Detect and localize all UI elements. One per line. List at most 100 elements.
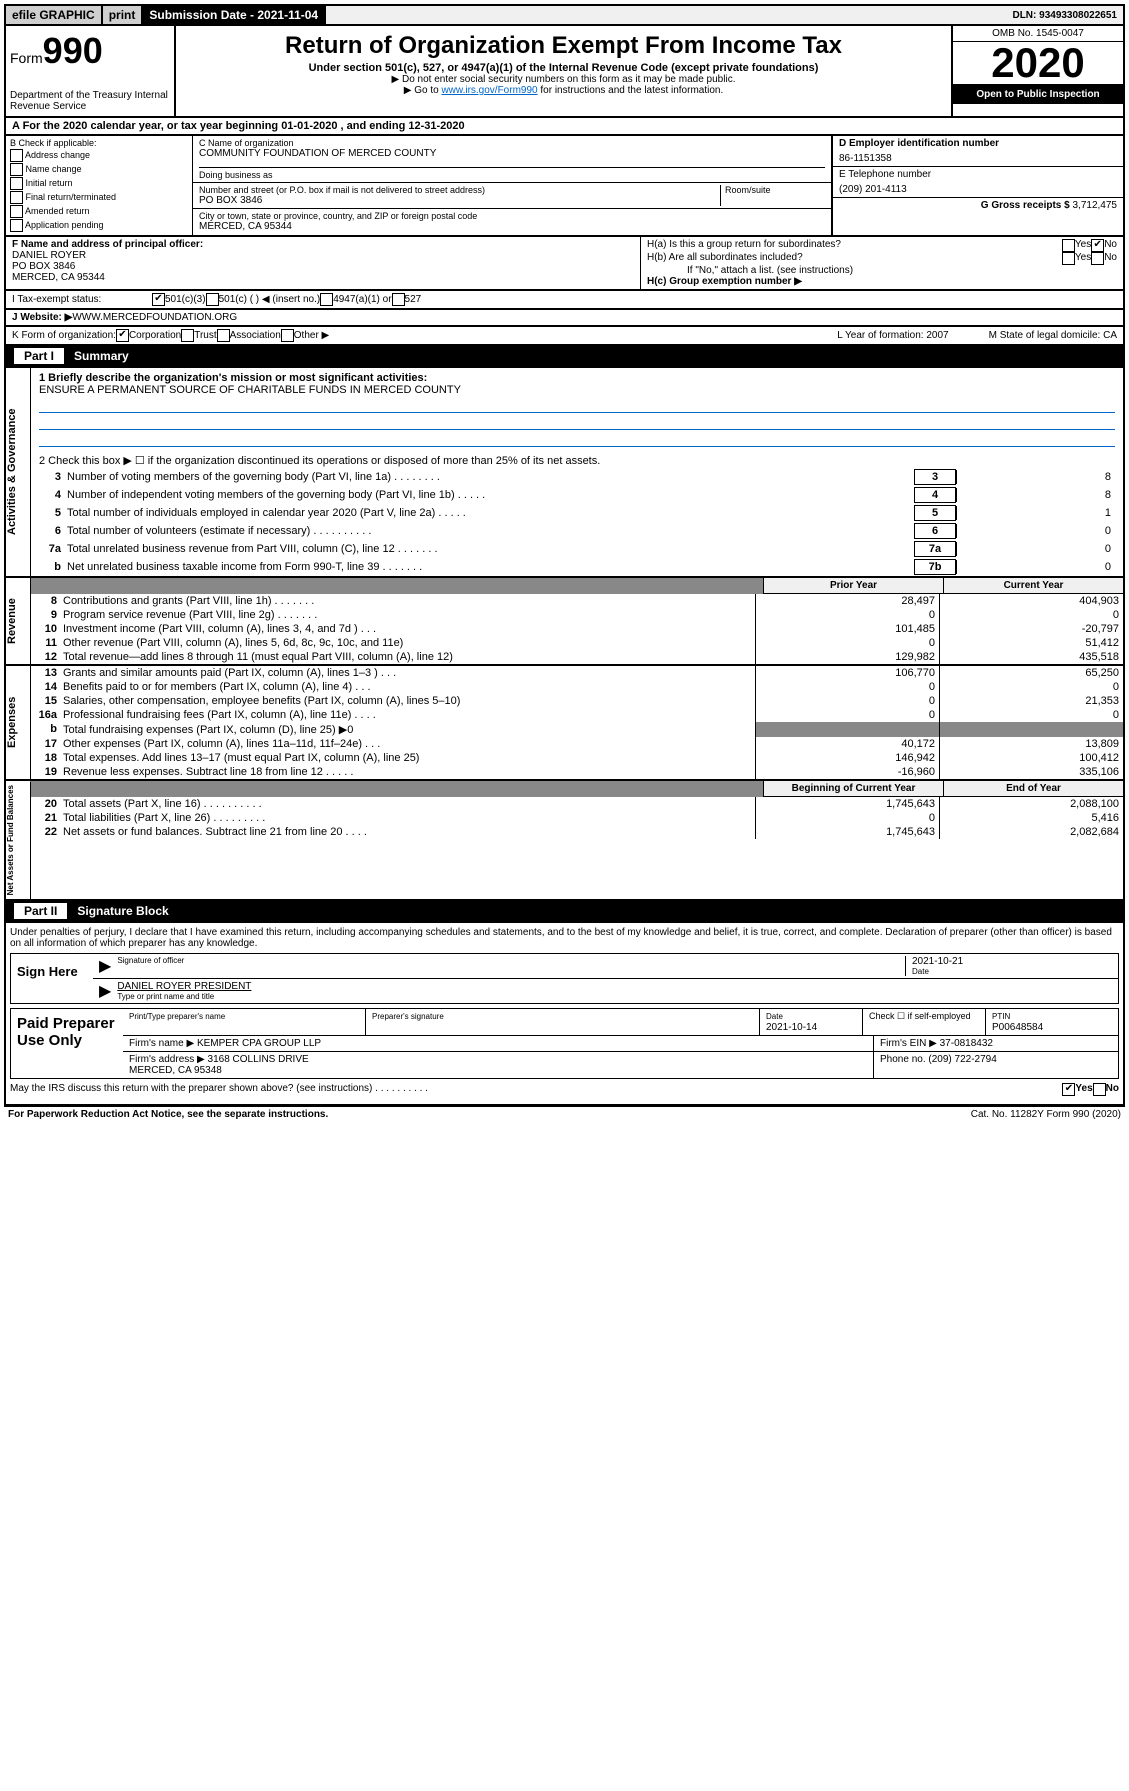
mission-text: ENSURE A PERMANENT SOURCE OF CHARITABLE …	[39, 384, 461, 396]
i-501c3-check[interactable]	[152, 293, 165, 306]
row-a-tax-year: A For the 2020 calendar year, or tax yea…	[4, 118, 1125, 136]
sig-date: 2021-10-21	[912, 956, 1112, 967]
firm-name: KEMPER CPA GROUP LLP	[197, 1038, 321, 1049]
checkbox-option[interactable]: Initial return	[10, 177, 188, 190]
form-prefix: Form	[10, 50, 43, 66]
checkbox-option[interactable]: Final return/terminated	[10, 191, 188, 204]
sub3-post: for instructions and the latest informat…	[538, 85, 724, 96]
table-row: 14Benefits paid to or for members (Part …	[31, 680, 1123, 694]
discuss-yes-check[interactable]	[1062, 1083, 1075, 1096]
k-corp-check[interactable]	[116, 329, 129, 342]
table-row: 16aProfessional fundraising fees (Part I…	[31, 708, 1123, 722]
col-b-label: B Check if applicable:	[10, 138, 188, 148]
paid-preparer-block: Paid Preparer Use Only Print/Type prepar…	[10, 1008, 1119, 1079]
c-org-label: C Name of organization	[199, 138, 825, 148]
table-row: 21Total liabilities (Part X, line 26) . …	[31, 811, 1123, 825]
city-value: MERCED, CA 95344	[199, 221, 825, 232]
header-left: Form990 Department of the Treasury Inter…	[6, 26, 176, 116]
prep-name-label: Print/Type preparer's name	[129, 1012, 225, 1021]
firm-ein: 37-0818432	[940, 1038, 993, 1049]
table-row: bTotal fundraising expenses (Part IX, co…	[31, 722, 1123, 737]
firm-ein-label: Firm's EIN ▶	[880, 1038, 937, 1049]
firm-addr-label: Firm's address ▶	[129, 1054, 205, 1065]
officer-addr2: MERCED, CA 95344	[12, 272, 634, 283]
sub3-pre: ▶ Go to	[404, 85, 442, 96]
tax-year: 2020	[953, 42, 1123, 85]
name-title-label: Type or print name and title	[117, 992, 1112, 1001]
hb-label: H(b) Are all subordinates included?	[647, 252, 1062, 265]
website-url: WWW.MERCEDFOUNDATION.ORG	[72, 312, 237, 323]
col-c: C Name of organization COMMUNITY FOUNDAT…	[193, 136, 831, 235]
col-begin: Beginning of Current Year	[763, 781, 943, 797]
summary-body: Activities & Governance 1 Briefly descri…	[4, 368, 1125, 901]
col-end: End of Year	[943, 781, 1123, 797]
hb-no[interactable]	[1091, 252, 1104, 265]
table-row: 12Total revenue—add lines 8 through 11 (…	[31, 650, 1123, 664]
ptin-label: PTIN	[992, 1012, 1010, 1021]
table-row: 8Contributions and grants (Part VIII, li…	[31, 594, 1123, 608]
hc-label: H(c) Group exemption number ▶	[647, 276, 1117, 287]
officer-name: DANIEL ROYER	[12, 250, 634, 261]
cat-no: Cat. No. 11282Y	[971, 1109, 1044, 1120]
vtab-revenue: Revenue	[6, 578, 31, 664]
room-label: Room/suite	[725, 185, 825, 195]
arrow-icon: ▶	[99, 981, 111, 1001]
perjury-text: Under penalties of perjury, I declare th…	[10, 927, 1119, 949]
gross-value: 3,712,475	[1073, 200, 1118, 211]
ha-no[interactable]	[1091, 239, 1104, 252]
ha-label: H(a) Is this a group return for subordin…	[647, 239, 1062, 252]
checkbox-option[interactable]: Address change	[10, 149, 188, 162]
summary-row: 4Number of independent voting members of…	[31, 486, 1123, 504]
k-opt-other: Other ▶	[294, 330, 329, 341]
checkbox-option[interactable]: Amended return	[10, 205, 188, 218]
ha-yes[interactable]	[1062, 239, 1075, 252]
firm-name-label: Firm's name ▶	[129, 1038, 194, 1049]
discuss-row: May the IRS discuss this return with the…	[10, 1079, 1119, 1100]
signature-body: Under penalties of perjury, I declare th…	[4, 923, 1125, 1106]
discuss-no-check[interactable]	[1093, 1083, 1106, 1096]
summary-row: bNet unrelated business taxable income f…	[31, 558, 1123, 576]
i-4947-check[interactable]	[320, 293, 333, 306]
checkbox-option[interactable]: Application pending	[10, 219, 188, 232]
part1-header: Part I Summary	[4, 346, 1125, 368]
k-other-check[interactable]	[281, 329, 294, 342]
firm-phone: (209) 722-2794	[928, 1054, 996, 1065]
dba-label: Doing business as	[199, 170, 825, 180]
i-opt4: 527	[405, 294, 422, 305]
print-button[interactable]: print	[103, 6, 144, 24]
street-address: PO BOX 3846	[199, 195, 720, 206]
self-emp-check[interactable]: Check ☐ if self-employed	[863, 1009, 986, 1035]
subtitle-2: ▶ Do not enter social security numbers o…	[180, 74, 947, 85]
dln: DLN: 93493308022651	[1006, 8, 1123, 23]
part2-header: Part II Signature Block	[4, 901, 1125, 923]
vtab-expenses: Expenses	[6, 666, 31, 779]
col-d: D Employer identification number 86-1151…	[831, 136, 1123, 235]
k-assoc-check[interactable]	[217, 329, 230, 342]
i-501c-check[interactable]	[206, 293, 219, 306]
k-trust-check[interactable]	[181, 329, 194, 342]
efile-label: efile GRAPHIC	[6, 6, 103, 24]
part1-label: Part I	[14, 348, 64, 364]
vtab-governance: Activities & Governance	[6, 368, 31, 576]
checkbox-option[interactable]: Name change	[10, 163, 188, 176]
discuss-text: May the IRS discuss this return with the…	[10, 1083, 1062, 1096]
table-row: 17Other expenses (Part IX, column (A), l…	[31, 737, 1123, 751]
table-row: 9Program service revenue (Part VIII, lin…	[31, 608, 1123, 622]
irs-link[interactable]: www.irs.gov/Form990	[441, 85, 537, 96]
ptin-value: P00648584	[992, 1022, 1043, 1033]
part2-label: Part II	[14, 903, 67, 919]
block-fh: F Name and address of principal officer:…	[4, 237, 1125, 291]
i-opt2: 501(c) ( ) ◀ (insert no.)	[219, 294, 321, 305]
ein-value: 86-1151358	[839, 153, 1117, 164]
hb-yes[interactable]	[1062, 252, 1075, 265]
row-a-text: A For the 2020 calendar year, or tax yea…	[12, 120, 465, 132]
subtitle-3: ▶ Go to www.irs.gov/Form990 for instruct…	[180, 85, 947, 96]
l-year: L Year of formation: 2007	[837, 330, 948, 341]
block-bcd: B Check if applicable: Address change Na…	[4, 136, 1125, 237]
submission-date: Submission Date - 2021-11-04	[143, 6, 326, 24]
sign-here-label: Sign Here	[11, 954, 93, 1003]
sign-here-block: Sign Here ▶ Signature of officer 2021-10…	[10, 953, 1119, 1004]
i-527-check[interactable]	[392, 293, 405, 306]
sig-officer-label: Signature of officer	[117, 956, 905, 965]
table-row: 20Total assets (Part X, line 16) . . . .…	[31, 797, 1123, 811]
